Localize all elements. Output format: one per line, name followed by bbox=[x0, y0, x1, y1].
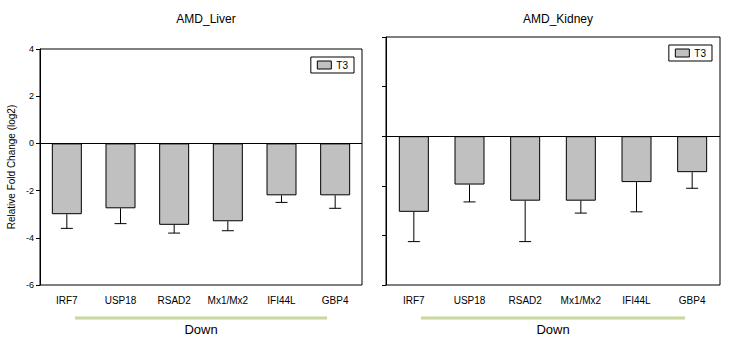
svg-text:GBP4: GBP4 bbox=[679, 295, 706, 306]
svg-text:-4: -4 bbox=[26, 233, 34, 243]
svg-text:Relative Fold Change (log2): Relative Fold Change (log2) bbox=[6, 105, 17, 230]
svg-text:IRF7: IRF7 bbox=[56, 295, 78, 306]
svg-text:RSAD2: RSAD2 bbox=[508, 295, 542, 306]
svg-text:USP18: USP18 bbox=[105, 295, 137, 306]
svg-text:USP18: USP18 bbox=[454, 295, 486, 306]
svg-text:2: 2 bbox=[29, 91, 34, 101]
svg-text:-6: -6 bbox=[26, 280, 34, 290]
svg-text:IFI44L: IFI44L bbox=[622, 295, 651, 306]
svg-text:Down: Down bbox=[184, 322, 217, 337]
svg-text:Mx1/Mx2: Mx1/Mx2 bbox=[208, 295, 249, 306]
svg-text:-2: -2 bbox=[26, 186, 34, 196]
svg-text:T3: T3 bbox=[694, 48, 706, 59]
svg-text:IFI44L: IFI44L bbox=[267, 295, 296, 306]
svg-text:AMD_Liver: AMD_Liver bbox=[176, 12, 235, 26]
svg-text:RSAD2: RSAD2 bbox=[157, 295, 191, 306]
svg-text:GBP4: GBP4 bbox=[322, 295, 349, 306]
svg-text:0: 0 bbox=[29, 138, 34, 148]
svg-text:Mx1/Mx2: Mx1/Mx2 bbox=[561, 295, 602, 306]
svg-text:IRF7: IRF7 bbox=[403, 295, 425, 306]
svg-text:Down: Down bbox=[536, 322, 569, 337]
svg-text:AMD_Kidney: AMD_Kidney bbox=[523, 12, 593, 26]
svg-text:T3: T3 bbox=[336, 60, 348, 71]
svg-text:4: 4 bbox=[29, 44, 34, 54]
